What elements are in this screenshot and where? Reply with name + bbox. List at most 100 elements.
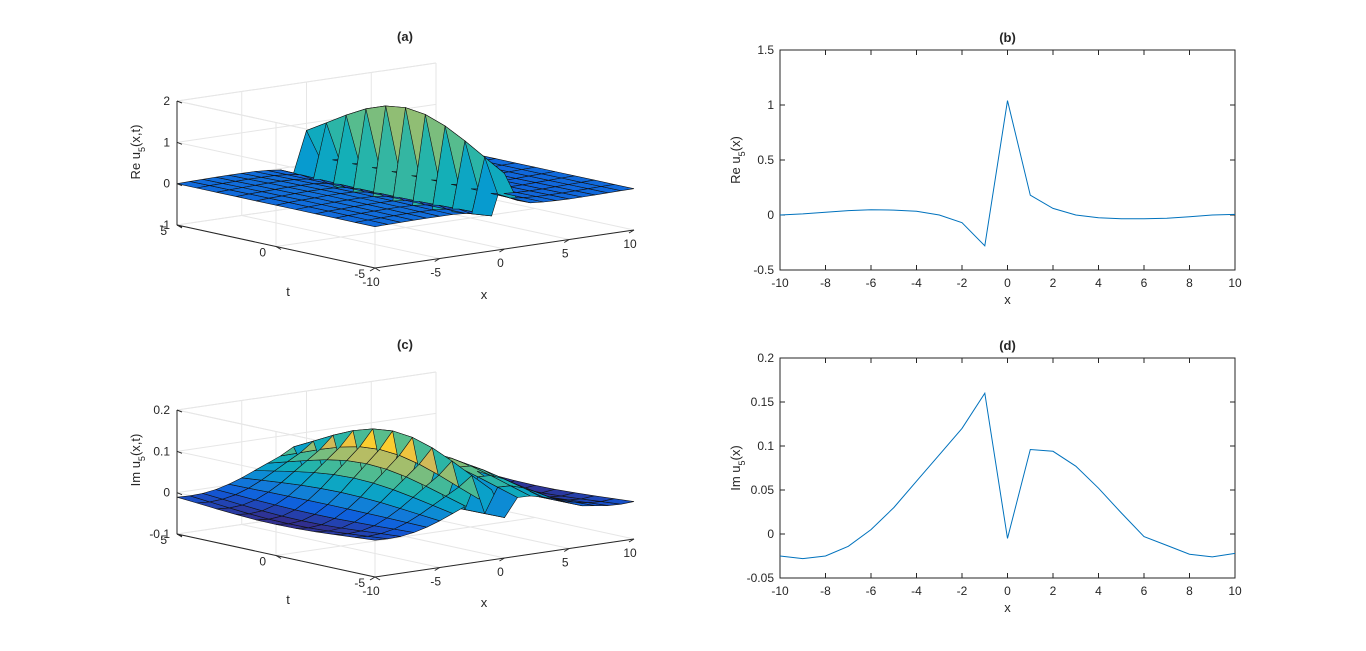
x-tick-label: -8 bbox=[820, 276, 831, 290]
series-line bbox=[779, 391, 1236, 560]
y-tick-label: 0.05 bbox=[751, 483, 775, 497]
box-edge bbox=[176, 62, 437, 102]
z-tick-mark bbox=[176, 492, 183, 496]
series-line bbox=[779, 100, 1236, 247]
x-tick-mark bbox=[499, 248, 505, 253]
y-tick-label: 0 bbox=[767, 527, 774, 541]
x-axis-label: x bbox=[481, 287, 488, 302]
y-axis-label: Im u5(x) bbox=[728, 445, 747, 490]
x-axis-label: x bbox=[1004, 292, 1011, 307]
z-tick-label: -0.1 bbox=[149, 527, 170, 541]
z-tick-mark bbox=[176, 141, 183, 145]
x-tick-label: 4 bbox=[1095, 584, 1102, 598]
t-tick-mark bbox=[275, 555, 282, 559]
x-tick-label: -4 bbox=[911, 584, 922, 598]
y-tick-label: 0.5 bbox=[757, 153, 774, 167]
x-tick-mark bbox=[369, 267, 376, 272]
surface-mesh bbox=[176, 428, 635, 541]
x-tick-label: -10 bbox=[362, 584, 380, 598]
x-tick-mark bbox=[563, 239, 570, 243]
x-tick-label: 8 bbox=[1186, 584, 1193, 598]
z-tick-label: 0.1 bbox=[153, 444, 170, 458]
line-chart-b: -10 -8 -6 -4 -2 0 2 4 6 8 10 -0.5 0 0.5 1 1.5 (b) x Re u5(… bbox=[728, 30, 1242, 307]
z-tick-mark bbox=[176, 183, 183, 187]
x-tick-label: 2 bbox=[1050, 584, 1057, 598]
t-tick-mark bbox=[275, 246, 282, 250]
x-axis-label: x bbox=[1004, 600, 1011, 615]
x-tick-label: 5 bbox=[562, 247, 569, 261]
x-tick-label: -2 bbox=[957, 584, 968, 598]
x-tick-mark bbox=[499, 557, 505, 562]
x-tick-mark bbox=[563, 548, 570, 552]
grid-line bbox=[275, 517, 536, 556]
surface-patch bbox=[601, 498, 635, 505]
t-axis-label: t bbox=[286, 592, 290, 607]
x-tick-label: 10 bbox=[1228, 276, 1242, 290]
x-tick-label: -6 bbox=[866, 276, 877, 290]
x-tick-label: 10 bbox=[1228, 584, 1242, 598]
z-tick-mark bbox=[176, 224, 183, 228]
x-tick-label: 0 bbox=[497, 256, 504, 270]
y-tick-label: -0.5 bbox=[753, 263, 774, 277]
t-tick-label: 5 bbox=[160, 224, 167, 238]
x-tick-label: 10 bbox=[623, 546, 637, 560]
z-tick-mark bbox=[176, 100, 183, 104]
x-axis-label: x bbox=[481, 595, 488, 610]
z-axis-label: Re u5(x,t) bbox=[128, 125, 147, 180]
t-tick-label: -5 bbox=[354, 267, 365, 281]
chart-title: (c) bbox=[397, 337, 413, 352]
z-tick-label: 0 bbox=[163, 177, 170, 191]
box-edge bbox=[176, 371, 437, 411]
t-tick-label: -5 bbox=[354, 576, 365, 590]
x-tick-label: 0 bbox=[1004, 276, 1011, 290]
z-axis-label: Im u5(x,t) bbox=[128, 434, 147, 487]
x-tick-label: -8 bbox=[820, 584, 831, 598]
z-tick-mark bbox=[176, 409, 183, 413]
x-tick-label: -5 bbox=[430, 266, 441, 280]
x-tick-label: 6 bbox=[1141, 584, 1148, 598]
x-tick-mark bbox=[628, 229, 635, 234]
y-tick-label: 1 bbox=[767, 98, 774, 112]
x-tick-label: 2 bbox=[1050, 276, 1057, 290]
surface-mesh bbox=[176, 105, 635, 228]
t-tick-mark bbox=[374, 267, 381, 272]
y-axis-label: Re u5(x) bbox=[728, 136, 747, 184]
y-tick-label: 1.5 bbox=[757, 43, 774, 57]
t-axis-label: t bbox=[286, 284, 290, 299]
x-tick-label: -10 bbox=[362, 275, 380, 289]
z-tick-label: 2 bbox=[163, 94, 170, 108]
t-tick-label: 5 bbox=[160, 533, 167, 547]
z-tick-mark bbox=[176, 450, 183, 454]
x-tick-label: -2 bbox=[957, 276, 968, 290]
x-tick-label: 8 bbox=[1186, 276, 1193, 290]
x-tick-mark bbox=[434, 258, 441, 262]
x-tick-label: -5 bbox=[430, 575, 441, 589]
z-tick-label: 1 bbox=[163, 135, 170, 149]
x-tick-label: 4 bbox=[1095, 276, 1102, 290]
x-tick-mark bbox=[369, 576, 376, 581]
chart-title: (a) bbox=[397, 29, 413, 44]
grid-line bbox=[176, 412, 437, 452]
x-tick-label: 6 bbox=[1141, 276, 1148, 290]
surface-patch bbox=[601, 184, 635, 192]
x-tick-label: 0 bbox=[497, 565, 504, 579]
x-tick-mark bbox=[434, 567, 441, 571]
x-tick-label: -6 bbox=[866, 584, 877, 598]
y-tick-label: 0.15 bbox=[751, 395, 775, 409]
chart-title: (b) bbox=[999, 30, 1016, 45]
z-tick-label: 0 bbox=[163, 486, 170, 500]
y-tick-label: -0.05 bbox=[747, 571, 775, 585]
x-tick-label: -10 bbox=[771, 584, 789, 598]
y-tick-label: 0 bbox=[767, 208, 774, 222]
t-tick-label: 0 bbox=[259, 555, 266, 569]
z-tick-label: 0.2 bbox=[153, 403, 170, 417]
z-tick-label: -1 bbox=[159, 218, 170, 232]
z-tick-mark bbox=[176, 533, 183, 537]
x-tick-label: 0 bbox=[1004, 584, 1011, 598]
x-tick-label: -10 bbox=[771, 276, 789, 290]
x-tick-label: 10 bbox=[623, 237, 637, 251]
x-tick-mark bbox=[628, 538, 635, 543]
x-tick-label: 5 bbox=[562, 556, 569, 570]
